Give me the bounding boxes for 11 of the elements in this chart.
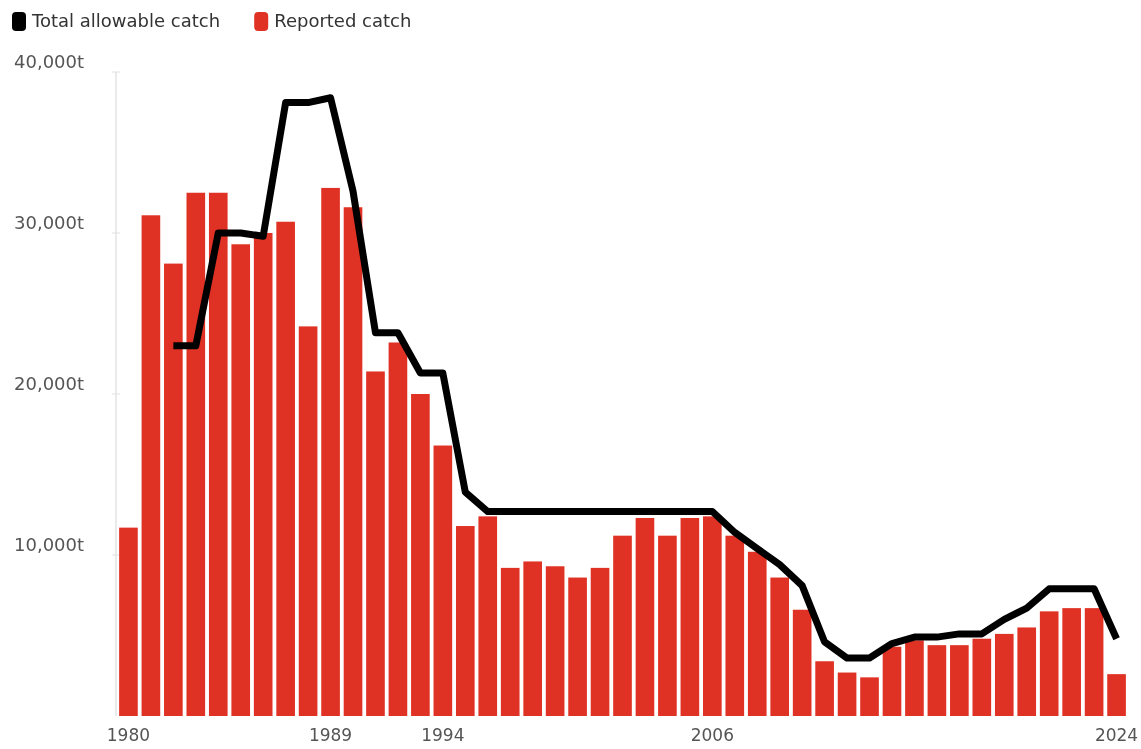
x-tick-label: 1980: [106, 725, 151, 745]
x-tick-label: 2006: [690, 725, 734, 745]
legend-label: Total allowable catch: [31, 10, 221, 31]
y-tick-label: 30,000t: [14, 212, 85, 233]
y-tick-label: 20,000t: [14, 373, 85, 394]
y-tick-label: 40,000t: [14, 51, 85, 72]
x-tick-label: 1994: [421, 725, 465, 745]
x-tick-label: 1989: [308, 725, 353, 745]
x-tick-label: 2024: [1094, 725, 1139, 745]
legend-label: Reported catch: [274, 10, 412, 31]
y-tick-label: 10,000t: [14, 534, 85, 555]
